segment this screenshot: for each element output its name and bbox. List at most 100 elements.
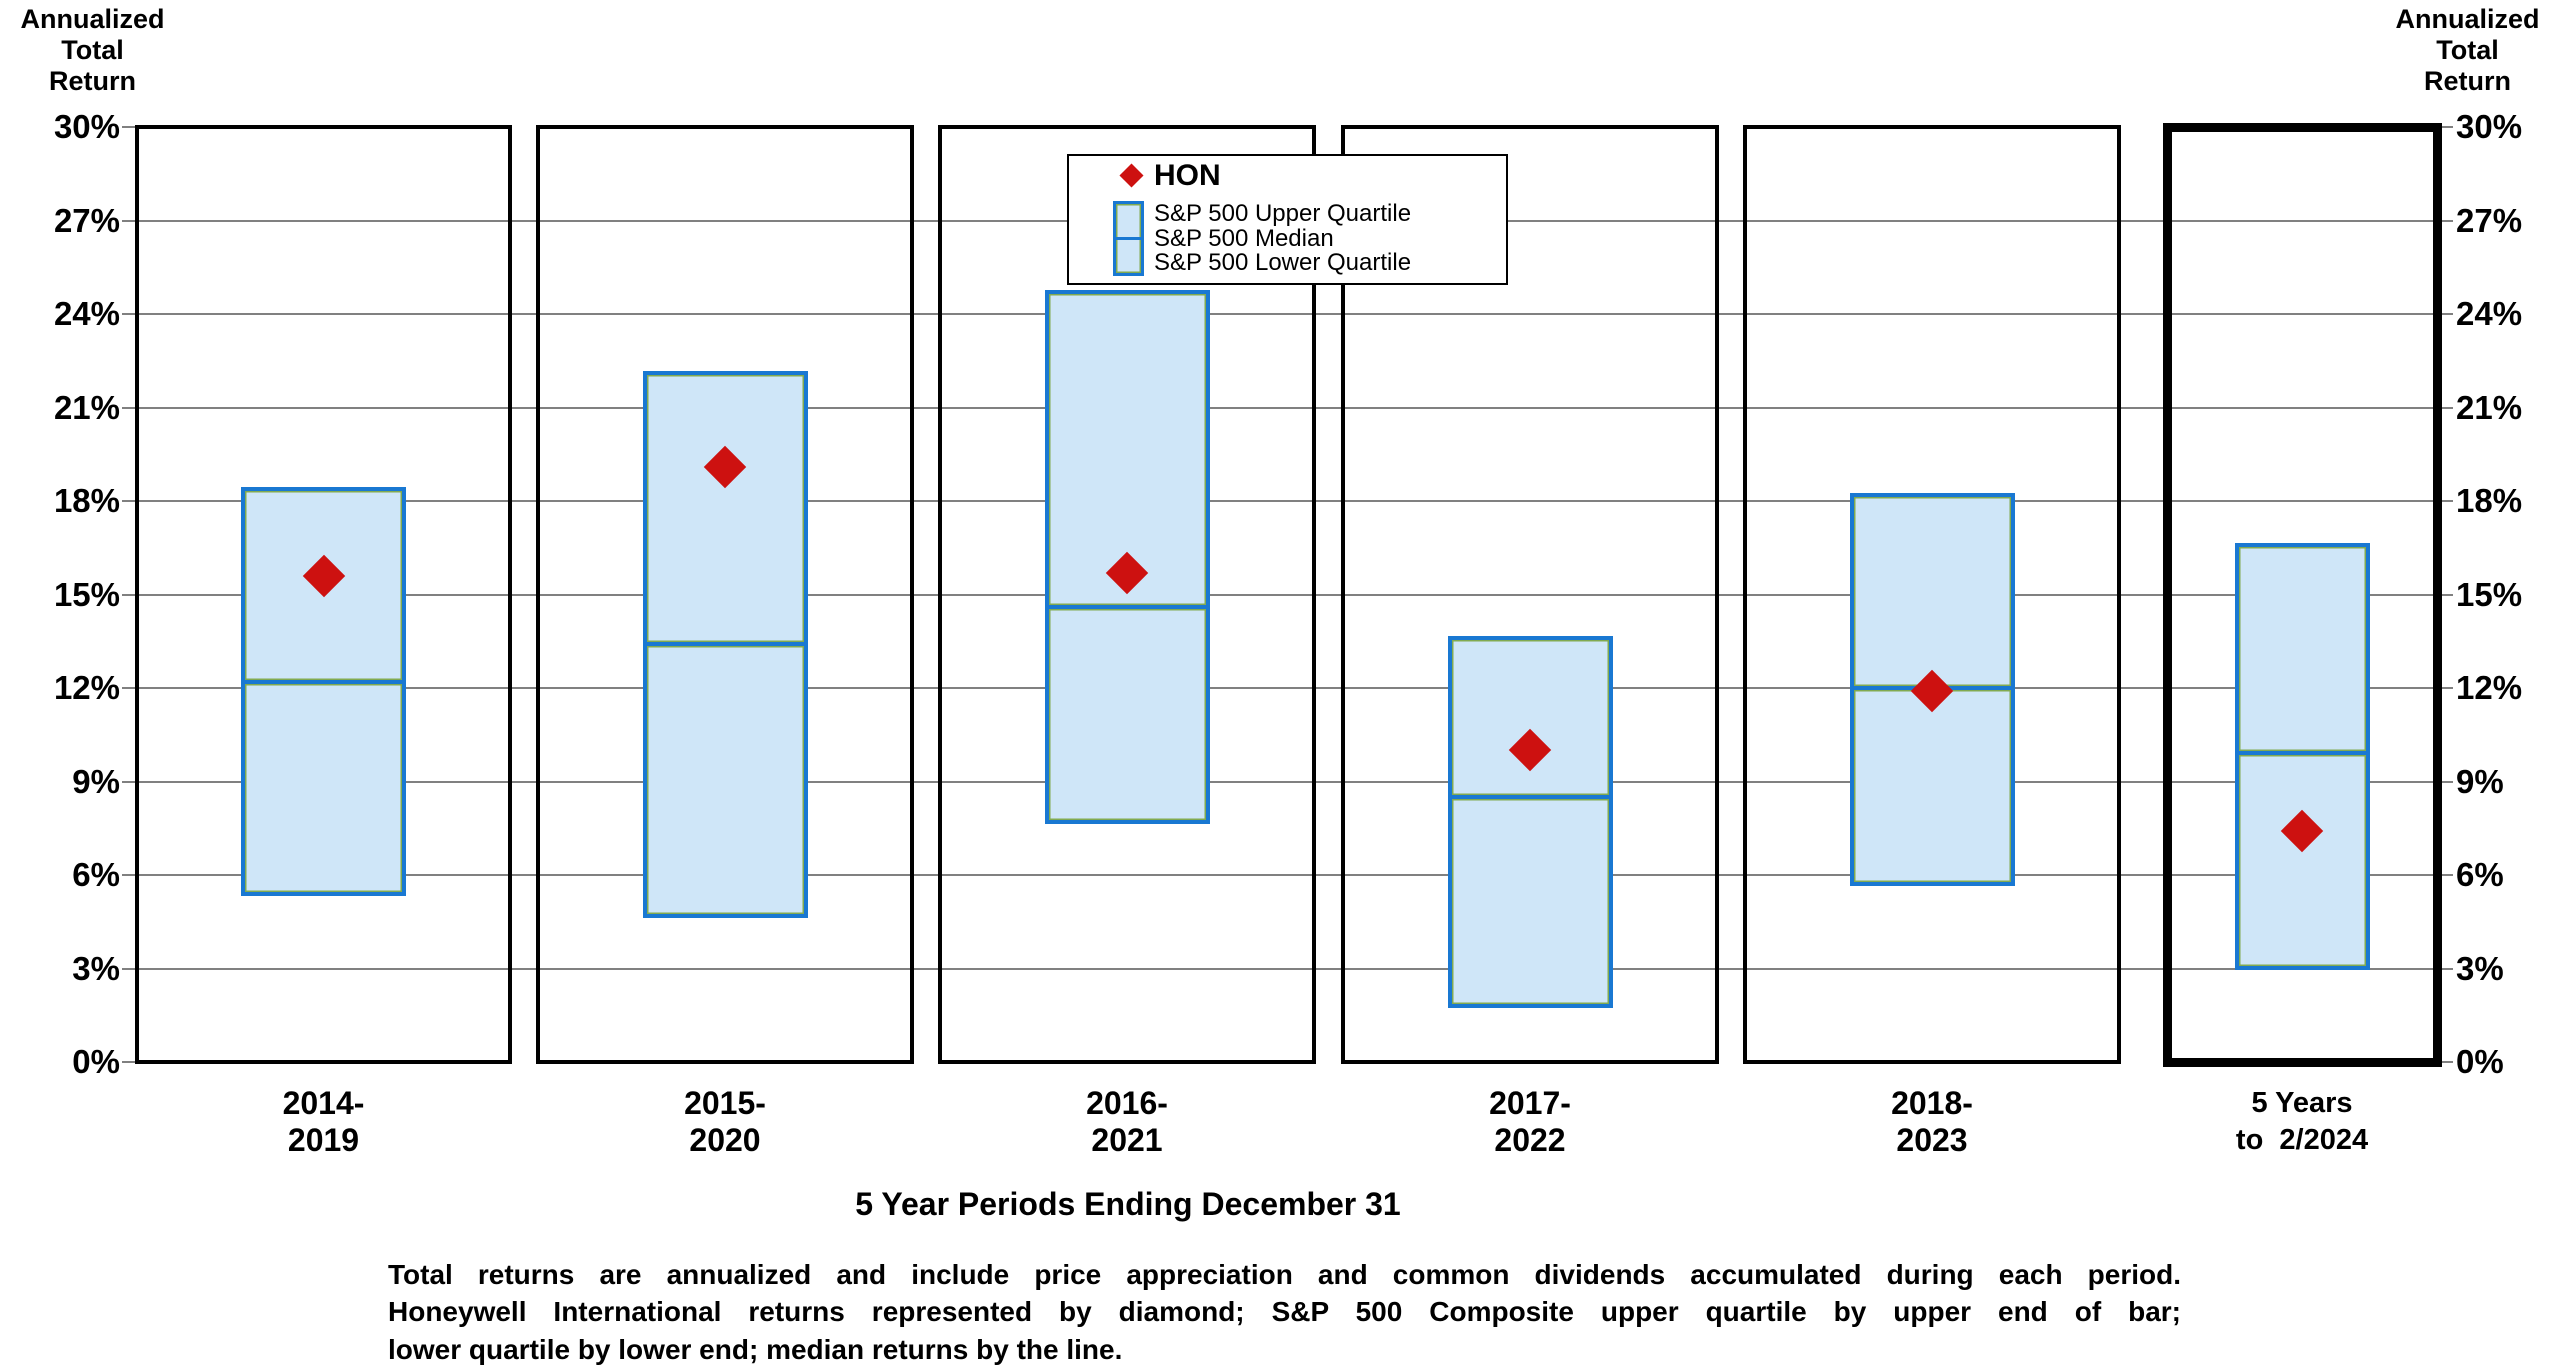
right-axis-tick bbox=[2438, 219, 2453, 222]
gridline bbox=[137, 593, 2438, 596]
legend-median-line-icon bbox=[1116, 237, 1141, 240]
quartile-bar bbox=[241, 486, 406, 896]
period-panel bbox=[536, 125, 914, 1064]
right-axis-tick bbox=[2438, 780, 2453, 783]
y-tick-label-right: 30% bbox=[2456, 108, 2523, 145]
right-axis-tick bbox=[2438, 126, 2453, 128]
y-tick-label-left: 12% bbox=[53, 669, 120, 706]
y-tick-label-right: 24% bbox=[2456, 295, 2523, 332]
y-tick-label-left: 3% bbox=[72, 949, 120, 987]
y-tick-label-right: 9% bbox=[2456, 762, 2504, 800]
right-axis-tick bbox=[2438, 406, 2453, 409]
left-axis-tick bbox=[122, 500, 137, 502]
right-axis-title: Annualized Total Return bbox=[2375, 4, 2560, 97]
gridline bbox=[137, 967, 2438, 970]
right-axis-tick bbox=[2438, 967, 2453, 970]
y-tick-label-right: 3% bbox=[2456, 949, 2504, 987]
legend-median-label: S&P 500 Median bbox=[1154, 224, 1334, 252]
gridline bbox=[137, 406, 2438, 409]
y-tick-label-right: 27% bbox=[2456, 201, 2523, 239]
legend-lower-quartile-label: S&P 500 Lower Quartile bbox=[1154, 249, 1412, 277]
quartile-bar bbox=[1849, 492, 2015, 887]
left-axis-tick bbox=[122, 687, 137, 689]
y-tick-label-right: 0% bbox=[2456, 1043, 2504, 1080]
quartile-bar bbox=[2234, 542, 2370, 971]
y-tick-label-right: 6% bbox=[2456, 856, 2504, 893]
median-line bbox=[646, 642, 804, 647]
right-axis-tick bbox=[2438, 500, 2453, 502]
hon-diamond-icon bbox=[1119, 163, 1144, 188]
median-line bbox=[2238, 751, 2366, 756]
left-axis-tick bbox=[122, 780, 137, 783]
legend-series-labels: S&P 500 Upper Quartile S&P 500 Median S&… bbox=[1154, 200, 1412, 277]
y-tick-label-right: 18% bbox=[2456, 482, 2523, 519]
y-tick-label-right: 21% bbox=[2456, 388, 2523, 426]
period-label: 2018- 2023 bbox=[1772, 1085, 2092, 1159]
left-axis-tick bbox=[122, 219, 137, 222]
right-axis-tick bbox=[2438, 687, 2453, 689]
period-label-line: 2017- bbox=[1489, 1085, 1571, 1121]
legend-hon-label: HON bbox=[1154, 159, 1221, 192]
x-axis-title: 5 Year Periods Ending December 31 bbox=[855, 1186, 1401, 1222]
period-label: 2014- 2019 bbox=[164, 1085, 484, 1159]
left-axis-title-line: Annualized bbox=[20, 4, 165, 34]
y-tick-label-right: 15% bbox=[2456, 575, 2523, 613]
left-axis-title-line: Total bbox=[61, 35, 124, 65]
period-label-line: 2021 bbox=[1091, 1122, 1163, 1158]
gridline bbox=[137, 780, 2438, 783]
left-axis-tick bbox=[122, 1061, 137, 1063]
footnote-line: lower quartile by lower end; median retu… bbox=[388, 1333, 1123, 1365]
period-panel bbox=[1743, 125, 2121, 1064]
period-label-line: 2023 bbox=[1896, 1122, 1968, 1158]
y-tick-label-left: 18% bbox=[53, 482, 120, 519]
right-axis-tick bbox=[2438, 313, 2453, 315]
median-line bbox=[1451, 795, 1609, 800]
left-axis-tick bbox=[122, 406, 137, 409]
y-tick-label-left: 27% bbox=[53, 201, 120, 239]
right-axis-tick bbox=[2438, 1061, 2453, 1063]
footnote: Total returns are annualized and include… bbox=[388, 1256, 2181, 1367]
period-label: 5 Years to 2/2024 bbox=[2142, 1085, 2462, 1159]
period-panel bbox=[938, 125, 1316, 1064]
gridline bbox=[137, 687, 2438, 689]
period-label-line: to 2/2024 bbox=[2235, 1124, 2369, 1156]
median-line bbox=[1048, 604, 1206, 609]
gridline bbox=[137, 313, 2438, 315]
quartile-bar bbox=[1447, 636, 1613, 1008]
legend-upper-quartile-label: S&P 500 Upper Quartile bbox=[1154, 200, 1412, 227]
period-label: 2017- 2022 bbox=[1370, 1085, 1690, 1159]
footnote-line: Honeywell International returns represen… bbox=[388, 1296, 2181, 1328]
left-axis-title: Annualized Total Return bbox=[0, 4, 185, 97]
period-panel bbox=[2162, 122, 2442, 1067]
y-tick-label-left: 0% bbox=[72, 1043, 120, 1080]
y-tick-label-left: 24% bbox=[53, 295, 120, 332]
period-label-line: 2022 bbox=[1494, 1122, 1566, 1158]
period-panel bbox=[135, 125, 512, 1064]
y-tick-label-left: 30% bbox=[53, 108, 120, 145]
median-line bbox=[245, 679, 402, 684]
period-label: 2015- 2020 bbox=[565, 1085, 885, 1159]
period-label-line: 5 Years bbox=[2251, 1087, 2353, 1119]
right-axis-tick bbox=[2438, 874, 2453, 876]
right-axis-title-line: Return bbox=[2424, 66, 2511, 96]
period-label-line: 2019 bbox=[287, 1122, 360, 1158]
legend: HON S&P 500 Upper Quartile S&P 500 Media… bbox=[1067, 154, 1508, 285]
period-label: 2016- 2021 bbox=[967, 1085, 1287, 1159]
period-label-line: 2018- bbox=[1891, 1085, 1973, 1121]
left-axis-tick bbox=[122, 126, 137, 128]
left-axis-tick bbox=[122, 313, 137, 315]
right-axis-tick bbox=[2438, 593, 2453, 596]
period-label-line: 2020 bbox=[689, 1122, 761, 1158]
left-axis-tick bbox=[122, 874, 137, 876]
right-axis-title-line: Total bbox=[2436, 35, 2499, 65]
gridline bbox=[137, 500, 2438, 502]
left-axis-tick bbox=[122, 967, 137, 970]
right-axis-title-line: Annualized bbox=[2395, 4, 2540, 34]
y-tick-label-left: 15% bbox=[53, 575, 120, 613]
period-label-line: 2016- bbox=[1086, 1085, 1168, 1121]
y-tick-label-right: 12% bbox=[2456, 669, 2523, 706]
left-axis-tick bbox=[122, 593, 137, 596]
period-label-line: 2014- bbox=[282, 1085, 365, 1121]
legend-bar-icon bbox=[1113, 201, 1144, 276]
